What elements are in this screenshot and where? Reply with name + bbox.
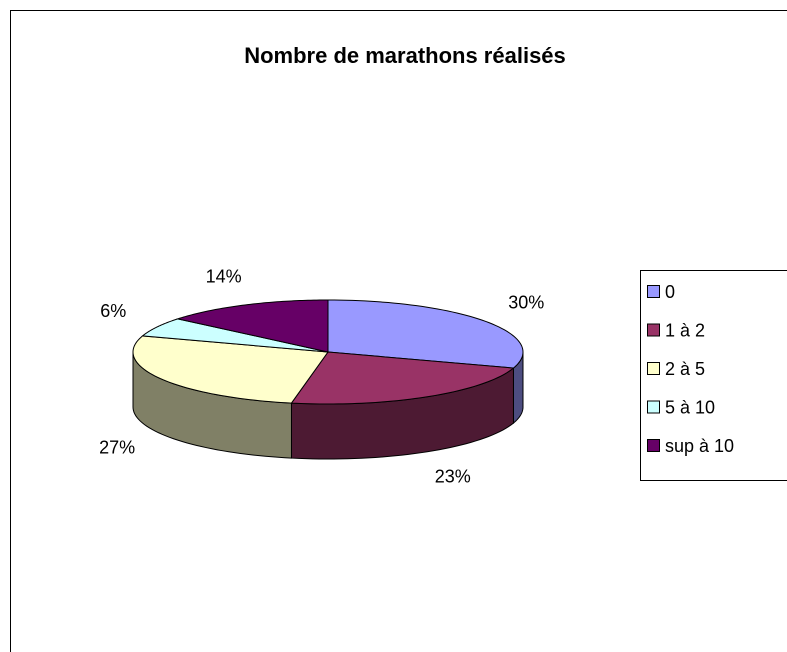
pie-slice <box>132 335 329 404</box>
legend-label: 1 à 2 <box>665 320 705 340</box>
pie-slice <box>290 351 515 405</box>
legend-swatch <box>647 400 660 414</box>
legend-swatch <box>647 285 660 298</box>
legend-label: 5 à 10 <box>665 397 715 417</box>
legend-swatch <box>647 362 660 375</box>
legend-label: 2 à 5 <box>665 359 705 379</box>
pie-slice <box>141 318 329 353</box>
data-label: 23% <box>435 466 471 486</box>
pie-slice <box>327 299 524 369</box>
legend-swatch <box>647 323 660 337</box>
legend-label: 0 <box>665 282 675 302</box>
legend-box <box>640 270 787 481</box>
data-label: 30% <box>508 293 544 313</box>
legend-label: sup à 10 <box>665 436 734 456</box>
data-label: 6% <box>100 301 126 321</box>
legend-swatch <box>647 439 660 452</box>
data-label: 27% <box>99 437 135 457</box>
pie-slice <box>175 299 329 353</box>
chart-title: Nombre de marathons réalisés <box>244 43 566 68</box>
data-label: 14% <box>206 267 242 287</box>
